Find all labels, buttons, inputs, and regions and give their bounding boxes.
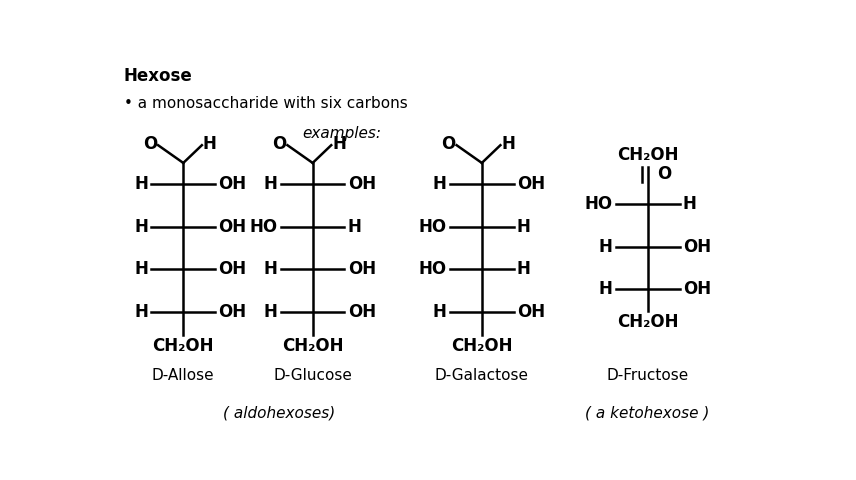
Text: Hexose: Hexose <box>123 67 193 85</box>
Text: H: H <box>264 260 277 278</box>
Text: OH: OH <box>218 303 247 321</box>
Text: H: H <box>517 218 531 236</box>
Text: ( a ketohexose ): ( a ketohexose ) <box>586 405 710 420</box>
Text: HO: HO <box>249 218 277 236</box>
Text: H: H <box>433 303 447 321</box>
Text: examples:: examples: <box>303 126 382 141</box>
Text: H: H <box>517 260 531 278</box>
Text: H: H <box>598 238 613 256</box>
Text: OH: OH <box>348 303 376 321</box>
Text: H: H <box>598 280 613 298</box>
Text: OH: OH <box>517 175 545 193</box>
Text: H: H <box>264 175 277 193</box>
Text: OH: OH <box>683 238 711 256</box>
Text: CH₂OH: CH₂OH <box>617 312 679 331</box>
Text: OH: OH <box>683 280 711 298</box>
Text: CH₂OH: CH₂OH <box>617 146 679 164</box>
Text: OH: OH <box>218 175 247 193</box>
Text: H: H <box>134 260 148 278</box>
Text: H: H <box>683 195 697 213</box>
Text: O: O <box>272 135 287 153</box>
Text: HO: HO <box>419 218 447 236</box>
Text: OH: OH <box>218 260 247 278</box>
Text: OH: OH <box>348 260 376 278</box>
Text: CH₂OH: CH₂OH <box>451 336 513 355</box>
Text: H: H <box>502 135 515 153</box>
Text: • a monosaccharide with six carbons: • a monosaccharide with six carbons <box>123 96 407 111</box>
Text: H: H <box>134 175 148 193</box>
Text: H: H <box>134 218 148 236</box>
Text: O: O <box>442 135 455 153</box>
Text: H: H <box>433 175 447 193</box>
Text: D-Allose: D-Allose <box>152 368 215 383</box>
Text: HO: HO <box>419 260 447 278</box>
Text: D-Glucose: D-Glucose <box>273 368 352 383</box>
Text: OH: OH <box>517 303 545 321</box>
Text: H: H <box>332 135 346 153</box>
Text: H: H <box>134 303 148 321</box>
Text: ( aldohexoses): ( aldohexoses) <box>223 405 336 420</box>
Text: H: H <box>203 135 217 153</box>
Text: D-Galactose: D-Galactose <box>435 368 529 383</box>
Text: OH: OH <box>348 175 376 193</box>
Text: HO: HO <box>585 195 613 213</box>
Text: D-Fructose: D-Fructose <box>607 368 689 383</box>
Text: H: H <box>264 303 277 321</box>
Text: CH₂OH: CH₂OH <box>152 336 214 355</box>
Text: CH₂OH: CH₂OH <box>282 336 343 355</box>
Text: OH: OH <box>218 218 247 236</box>
Text: O: O <box>657 166 672 183</box>
Text: H: H <box>348 218 362 236</box>
Text: O: O <box>143 135 158 153</box>
